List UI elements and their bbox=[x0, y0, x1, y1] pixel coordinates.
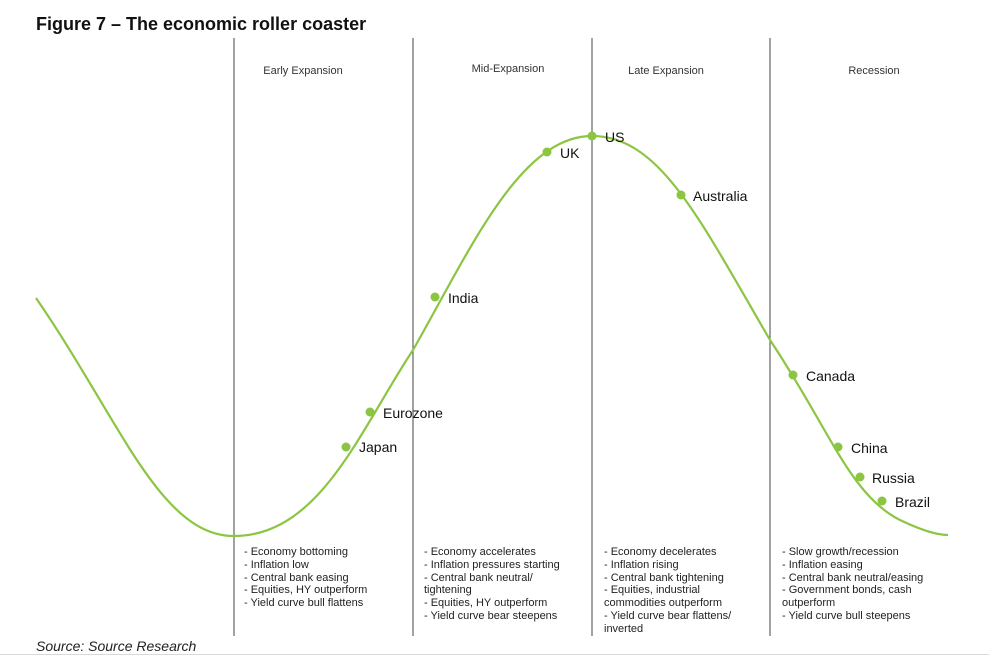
phase-note: - Yield curve bull flattens bbox=[244, 597, 364, 610]
phase-note: - Yield curve bear flattens/ bbox=[604, 609, 732, 622]
country-markers bbox=[341, 131, 887, 506]
country-label-brazil: Brazil bbox=[895, 494, 930, 510]
phase-label-late-expansion: Late Expansion bbox=[628, 65, 704, 77]
phase-note: - Equities, HY outperform bbox=[244, 584, 368, 597]
phase-note: - Central bank tightening bbox=[604, 571, 724, 584]
phase-note: - Inflation pressures starting bbox=[424, 558, 560, 571]
country-label-china: China bbox=[851, 440, 888, 456]
country-label-russia: Russia bbox=[872, 470, 915, 486]
country-label-uk: UK bbox=[560, 145, 580, 161]
phase-note: - Equities, HY outperform bbox=[424, 597, 548, 610]
country-marker-china bbox=[833, 442, 843, 452]
phase-note: - Government bonds, cash bbox=[782, 584, 912, 597]
phase-note: - Central bank neutral/easing bbox=[782, 571, 924, 584]
phase-note: - Inflation rising bbox=[604, 558, 679, 571]
figure-title: Figure 7 – The economic roller coaster bbox=[36, 14, 367, 34]
phase-note: - Central bank neutral/ bbox=[424, 571, 533, 584]
country-label-india: India bbox=[448, 290, 479, 306]
country-labels: Japan Eurozone India UK US Australia Can… bbox=[359, 129, 930, 510]
economic-cycle-curve bbox=[35, 134, 949, 538]
phase-note: - Economy bottoming bbox=[244, 546, 348, 558]
country-marker-eurozone bbox=[365, 407, 375, 417]
phase-note: - Economy decelerates bbox=[604, 546, 717, 558]
country-marker-russia bbox=[855, 472, 865, 482]
phase-notes-mid-expansion: - Economy accelerates - Inflation pressu… bbox=[424, 546, 560, 623]
phase-note: - Central bank easing bbox=[244, 571, 349, 584]
bottom-divider bbox=[0, 654, 989, 655]
phase-label-mid-expansion: Mid-Expansion bbox=[472, 63, 545, 75]
phase-note: outperform bbox=[782, 597, 836, 610]
country-marker-brazil bbox=[877, 496, 887, 506]
phase-note: commodities outperform bbox=[604, 597, 722, 610]
country-marker-us bbox=[587, 131, 597, 141]
phase-notes-early-expansion: - Economy bottoming - Inflation low - Ce… bbox=[244, 546, 367, 610]
country-marker-australia bbox=[676, 190, 686, 200]
phase-notes-recession: - Slow growth/recession - Inflation easi… bbox=[782, 546, 923, 623]
country-label-australia: Australia bbox=[693, 188, 748, 204]
phase-note: - Inflation easing bbox=[782, 558, 863, 571]
phase-note: - Yield curve bear steepens bbox=[424, 609, 558, 622]
phase-label-recession: Recession bbox=[848, 65, 899, 77]
source-note: Source: Source Research bbox=[36, 638, 197, 654]
country-label-eurozone: Eurozone bbox=[383, 405, 443, 421]
phase-notes-late-expansion: - Economy decelerates - Inflation rising… bbox=[604, 546, 731, 636]
country-label-japan: Japan bbox=[359, 439, 397, 455]
phase-note: - Economy accelerates bbox=[424, 546, 536, 558]
phase-note: - Equities, industrial bbox=[604, 584, 700, 597]
phase-note: tightening bbox=[424, 584, 472, 597]
country-marker-canada bbox=[788, 370, 798, 380]
country-marker-india bbox=[430, 292, 440, 302]
country-label-canada: Canada bbox=[806, 368, 855, 384]
country-marker-uk bbox=[542, 147, 552, 157]
phase-label-early-expansion: Early Expansion bbox=[263, 65, 343, 77]
phase-note: inverted bbox=[604, 622, 644, 635]
phase-note: - Inflation low bbox=[244, 558, 309, 571]
country-label-us: US bbox=[605, 129, 624, 145]
country-marker-japan bbox=[341, 442, 351, 452]
phase-note: - Yield curve bull steepens bbox=[782, 609, 911, 622]
phase-note: - Slow growth/recession bbox=[782, 546, 899, 558]
